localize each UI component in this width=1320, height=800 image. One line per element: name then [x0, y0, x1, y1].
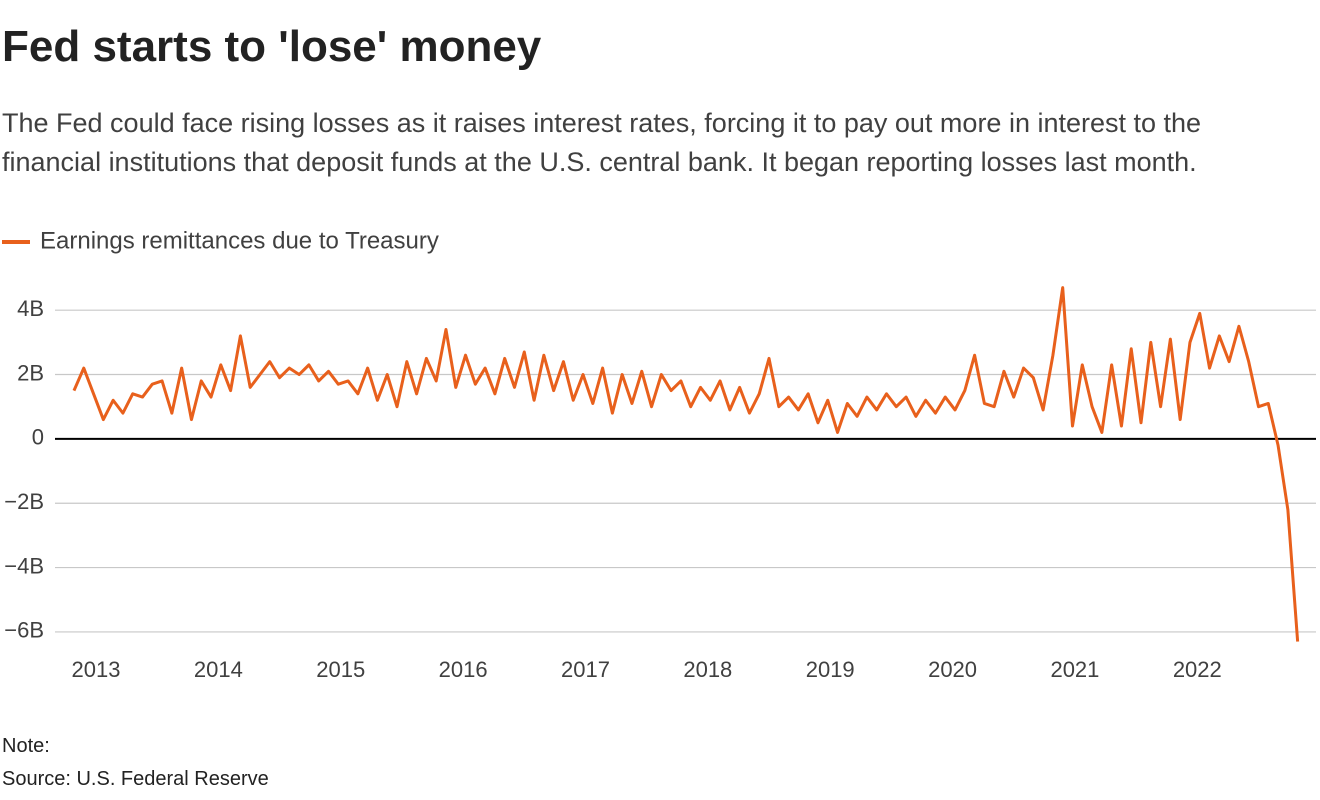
y-tick-label: 4B — [17, 296, 44, 321]
legend-label: Earnings remittances due to Treasury — [40, 227, 439, 254]
x-tick-label: 2017 — [561, 657, 610, 682]
chart-title: Fed starts to 'lose' money — [2, 22, 542, 71]
x-tick-label: 2014 — [194, 657, 243, 682]
x-tick-label: 2019 — [806, 657, 855, 682]
x-tick-label: 2021 — [1050, 657, 1099, 682]
x-tick-label: 2020 — [928, 657, 977, 682]
x-tick-label: 2016 — [439, 657, 488, 682]
source: Source: U.S. Federal Reserve — [2, 768, 269, 790]
x-tick-label: 2013 — [72, 657, 121, 682]
y-tick-label: 2B — [17, 360, 44, 385]
x-tick-label: 2015 — [316, 657, 365, 682]
chart-subtitle: The Fed could face rising losses as it r… — [2, 108, 1202, 177]
data-line — [72, 286, 1300, 642]
y-tick-label: −6B — [4, 618, 44, 643]
note: Note: — [2, 735, 50, 757]
x-tick-label: 2022 — [1173, 657, 1222, 682]
y-tick-label: −2B — [4, 489, 44, 514]
chart: Earnings remittances due to Treasury −6B −… — [2, 227, 1316, 682]
x-tick-label: 2018 — [683, 657, 732, 682]
y-tick-label: 0 — [32, 425, 44, 450]
y-tick-label: −4B — [4, 553, 44, 578]
